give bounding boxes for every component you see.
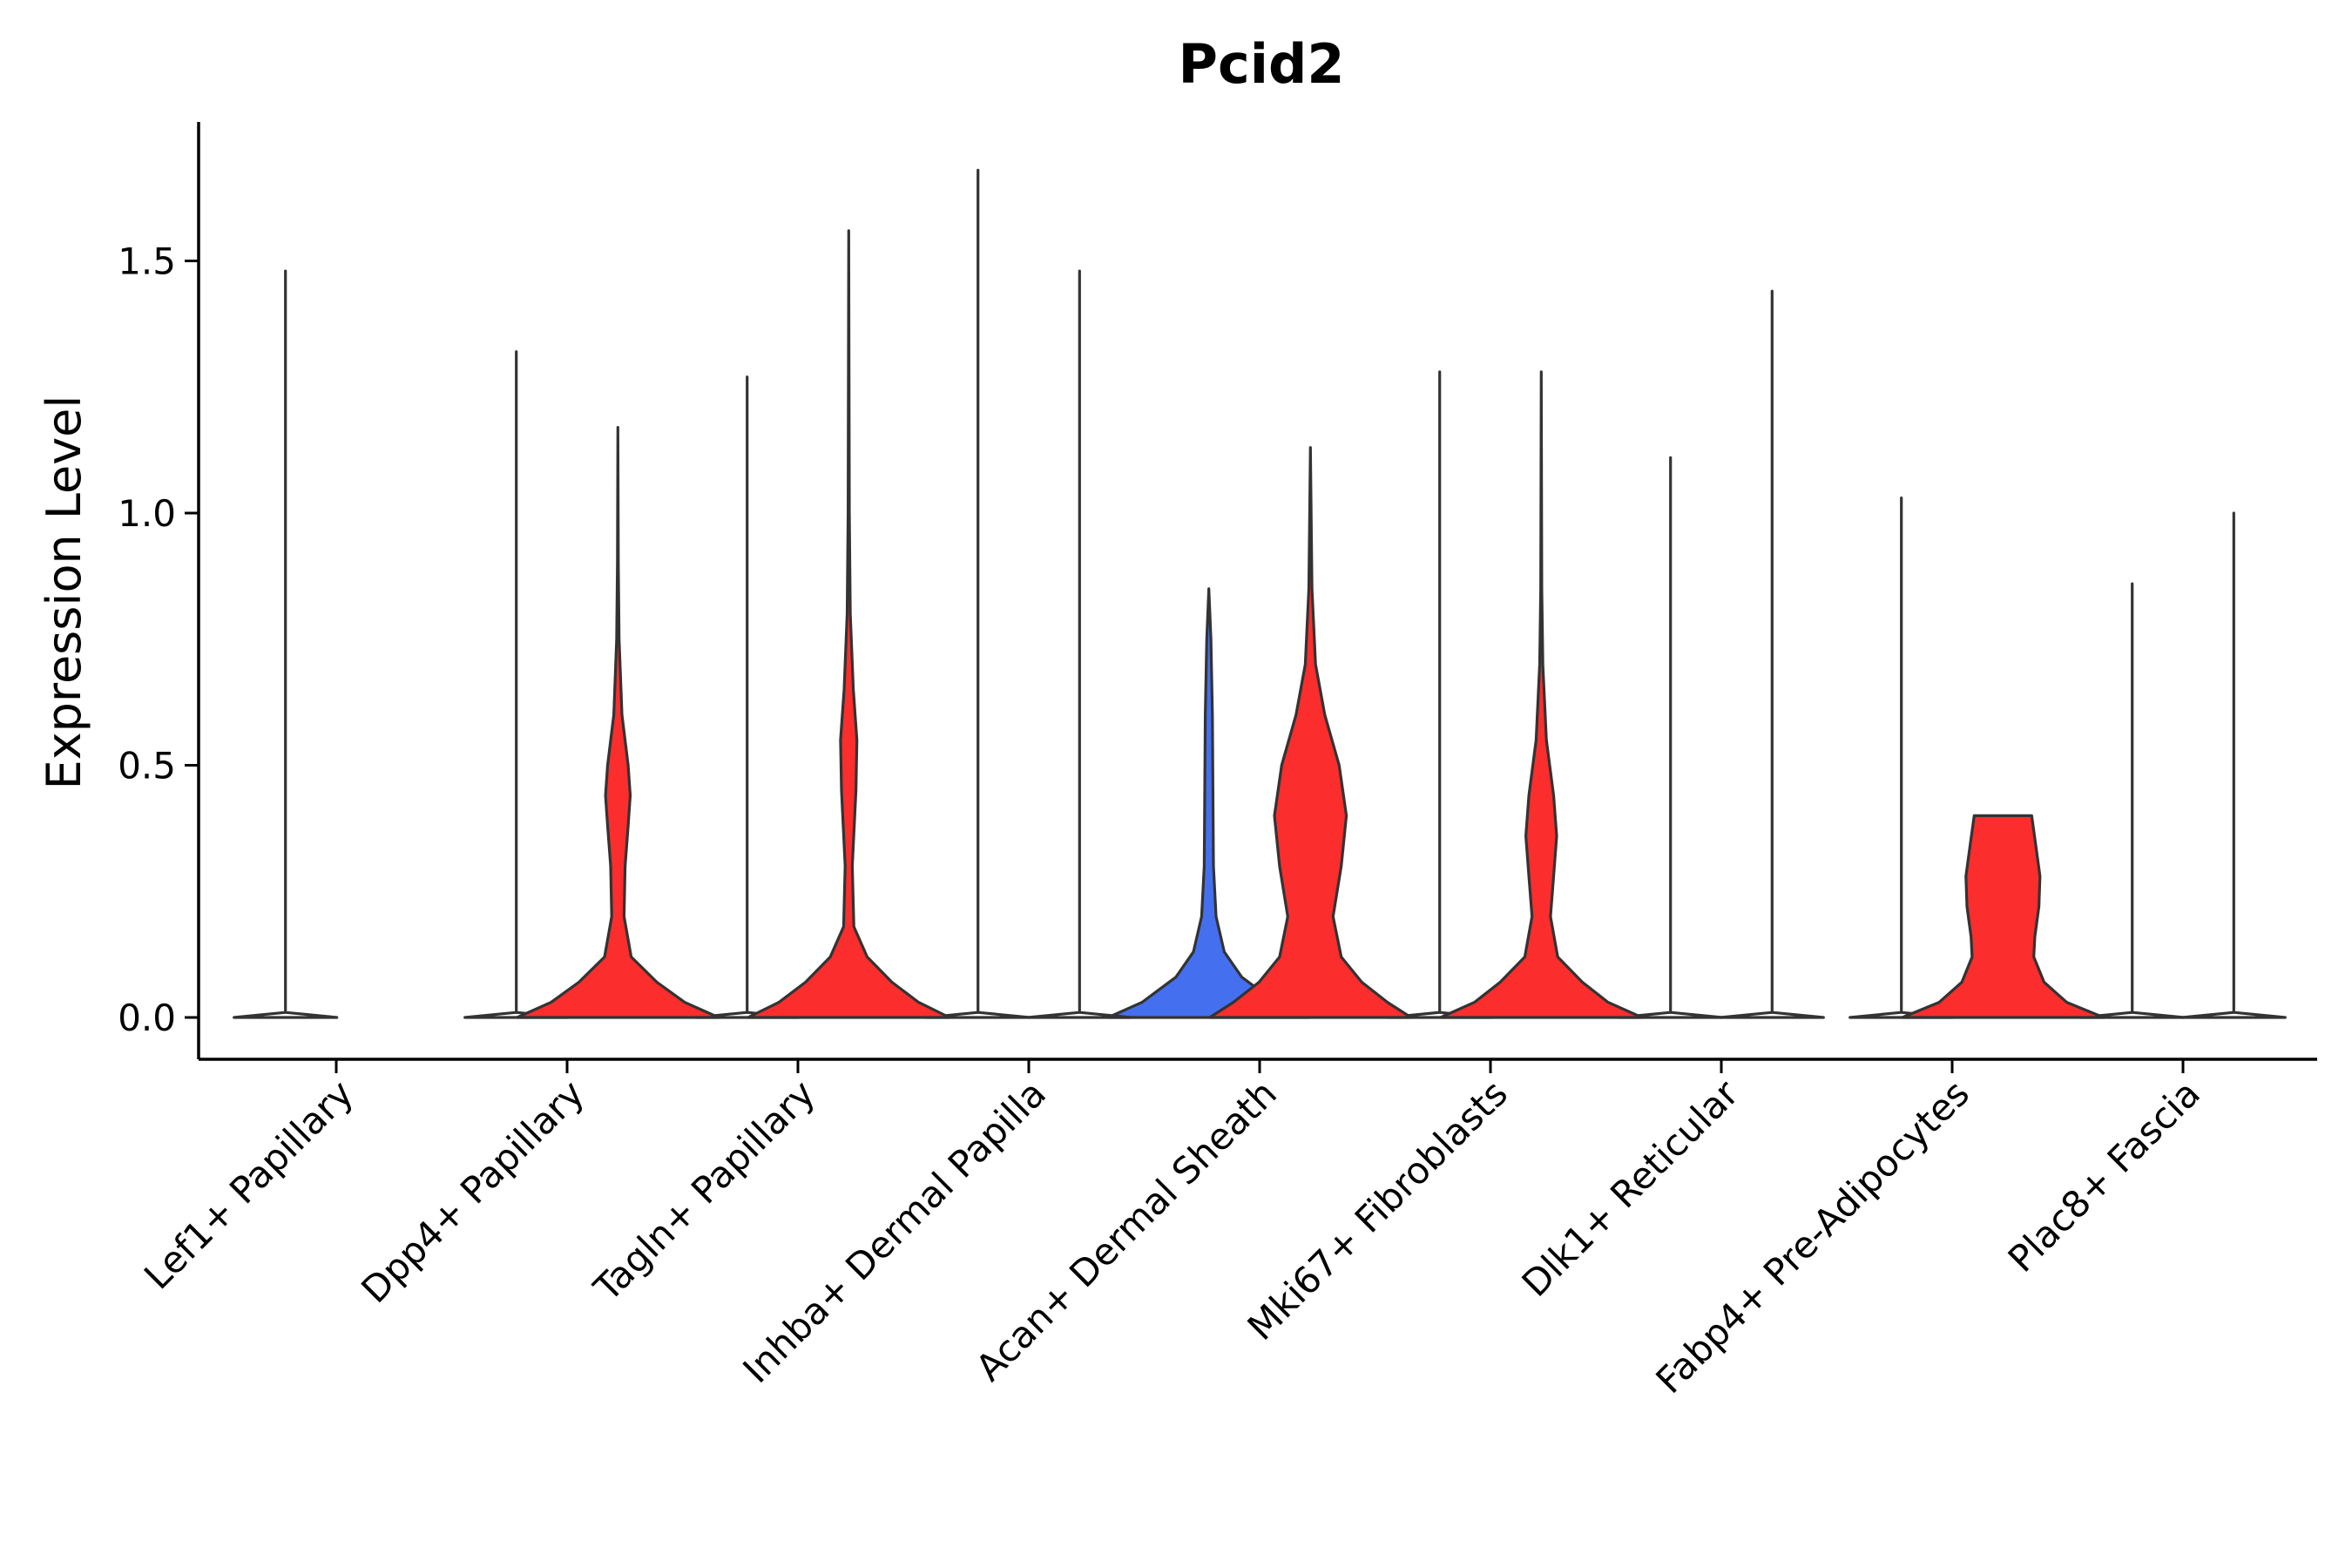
violin-group_b-3 xyxy=(747,229,951,1019)
violin-group_b-5 xyxy=(1208,446,1413,1019)
y-axis-title: Expression Level xyxy=(37,395,91,790)
violin-group_b-4 xyxy=(1026,269,1132,1019)
violin-group_b-2 xyxy=(516,426,720,1019)
x-tick-label: Dpp4+ Papillary xyxy=(353,1071,592,1311)
violin-group_b-7 xyxy=(1719,289,1825,1019)
violin-group_a-9 xyxy=(2079,582,2186,1019)
y-tick-label: 1.5 xyxy=(118,240,176,283)
y-tick-label: 0.0 xyxy=(118,997,176,1039)
x-tick-label: Plac8+ Fascia xyxy=(2000,1071,2208,1280)
x-tick-label: Dlk1+ Reticular xyxy=(1514,1071,1747,1305)
violin-group_a-1 xyxy=(233,269,339,1019)
violin-group_a-2 xyxy=(463,350,570,1019)
violin-plot-area xyxy=(233,168,2287,1019)
violin-group_a-6 xyxy=(1387,370,1493,1019)
violin-group_a-5 xyxy=(1106,587,1311,1019)
violin-group_b-9 xyxy=(2180,511,2287,1019)
violin-group_a-8 xyxy=(1848,497,1955,1019)
x-tick-label: Mki67+ Fibroblasts xyxy=(1240,1071,1516,1348)
x-tick-label: Tagln+ Papillary xyxy=(585,1071,823,1309)
x-tick-label: Lef1+ Papillary xyxy=(136,1071,362,1297)
y-axis: 0.0 0.5 1.0 1.5 xyxy=(118,122,200,1059)
violin-group_b-8 xyxy=(1901,814,2105,1019)
y-tick-label: 0.5 xyxy=(118,745,176,787)
violin-group_a-7 xyxy=(1618,456,1724,1019)
chart-title: Pcid2 xyxy=(1179,32,1345,96)
violin-group_a-3 xyxy=(694,375,801,1019)
y-tick-label: 1.0 xyxy=(118,492,176,535)
violin-group_a-4 xyxy=(925,168,1031,1019)
violin-group_b-6 xyxy=(1439,370,1644,1019)
